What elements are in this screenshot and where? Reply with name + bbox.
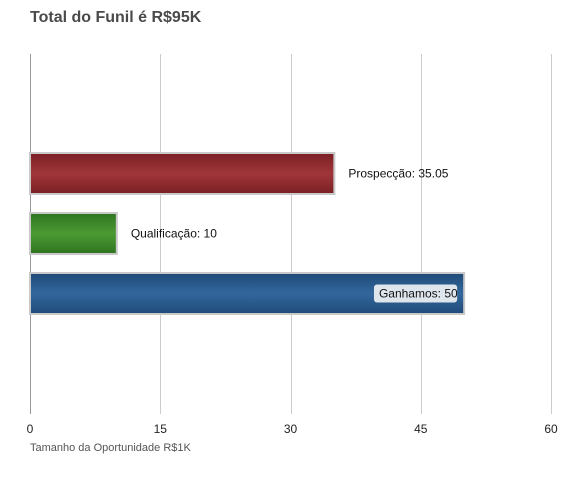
bar-qualifica-o[interactable]: [29, 212, 118, 255]
data-label: Qualificação: 10: [131, 227, 217, 241]
data-label-bg: [373, 284, 458, 303]
chart-title: Total do Funil é R$95K: [30, 9, 202, 26]
x-tick-label: 60: [544, 422, 558, 436]
x-axis-ticks: 0 15 30 45 60: [27, 422, 558, 436]
x-tick-label: 0: [27, 422, 34, 436]
x-tick-label: 30: [284, 422, 298, 436]
x-axis-label: Tamanho da Oportunidade R$1K: [30, 442, 191, 454]
x-tick-label: 45: [414, 422, 428, 436]
bar-prospec-o[interactable]: [29, 152, 336, 195]
data-label: Ganhamos: 50: [379, 287, 458, 301]
bars: Prospecção: 35.05 Qualificação: 10 Ganhamo…: [29, 152, 466, 315]
data-label: Prospecção: 35.05: [348, 167, 448, 181]
x-tick-label: 15: [154, 422, 168, 436]
